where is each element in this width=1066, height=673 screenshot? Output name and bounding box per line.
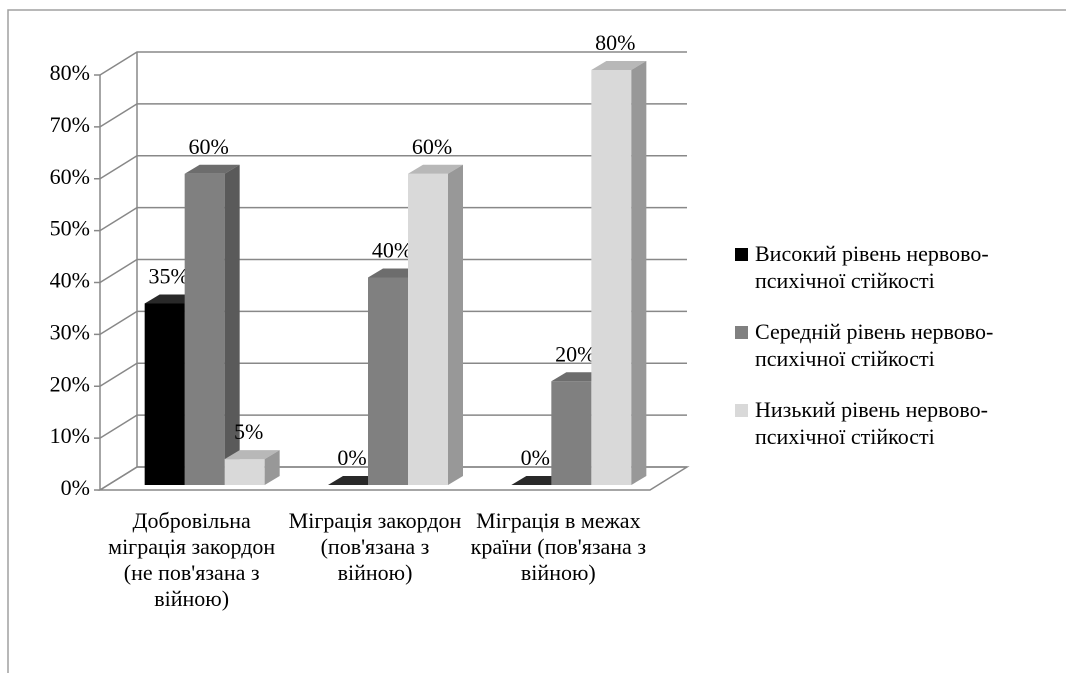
grid-line bbox=[99, 103, 687, 128]
y-tick-label: 80% bbox=[50, 60, 90, 85]
bar-side bbox=[264, 450, 280, 485]
y-tick-label: 60% bbox=[50, 164, 90, 189]
bar bbox=[591, 61, 647, 485]
data-label: 0% bbox=[337, 445, 366, 470]
bar-front bbox=[591, 70, 632, 485]
bar-top bbox=[184, 164, 240, 174]
bar-side bbox=[224, 164, 240, 485]
data-label: 80% bbox=[595, 30, 635, 55]
legend-swatch bbox=[735, 404, 748, 417]
data-label: 5% bbox=[234, 419, 263, 444]
bar-side bbox=[631, 61, 647, 485]
x-tick-label: Добровільна міграція закордон (не пов'яз… bbox=[108, 508, 276, 611]
legend-swatch bbox=[735, 248, 748, 261]
data-label: 0% bbox=[521, 445, 550, 470]
data-label: 60% bbox=[189, 134, 229, 159]
y-tick-label: 70% bbox=[50, 112, 90, 137]
bar bbox=[184, 164, 240, 485]
bar-front bbox=[408, 173, 448, 485]
grid-line bbox=[99, 414, 687, 439]
bar-front bbox=[184, 173, 225, 485]
y-tick-label: 40% bbox=[50, 268, 90, 293]
bar-top bbox=[224, 450, 280, 460]
frame bbox=[7, 9, 1066, 673]
legend-item: Низький рівень нервово-психічної стійкос… bbox=[735, 396, 1045, 450]
data-label: 60% bbox=[412, 134, 452, 159]
x-tick-label: Міграція закордон (пов'язана з війною) bbox=[288, 508, 462, 585]
x-tick-label: Міграція в межах країни (пов'язана з вій… bbox=[470, 508, 647, 585]
grid-line bbox=[99, 258, 687, 284]
bar-top bbox=[408, 164, 463, 174]
bar-top bbox=[591, 61, 647, 70]
legend-item: Середній рівень нервово-психічної стійко… bbox=[735, 318, 1045, 372]
legend-item: Високий рівень нервово-психічної стійкос… bbox=[735, 240, 1045, 294]
grid-line bbox=[99, 362, 687, 387]
y-tick-label: 50% bbox=[50, 216, 90, 241]
bar bbox=[408, 164, 463, 485]
grid-line bbox=[99, 51, 687, 76]
y-tick-label: 20% bbox=[50, 371, 90, 396]
bar-front bbox=[368, 277, 408, 485]
y-tick-label: 0% bbox=[61, 475, 90, 500]
legend-swatch bbox=[735, 326, 748, 339]
grid-line bbox=[99, 310, 687, 336]
grid-line bbox=[99, 466, 687, 491]
grid-line bbox=[99, 206, 687, 232]
bar bbox=[224, 450, 280, 485]
legend-label: Високий рівень нервово-психічної стійкос… bbox=[755, 241, 989, 293]
bar-front bbox=[551, 381, 592, 485]
bar-front bbox=[224, 459, 265, 485]
data-label: 20% bbox=[555, 341, 595, 366]
legend-label: Низький рівень нервово-психічної стійкос… bbox=[755, 397, 988, 449]
y-tick-label: 30% bbox=[50, 319, 90, 344]
data-label: 35% bbox=[149, 263, 189, 288]
bar-front bbox=[144, 303, 185, 485]
grid-line bbox=[99, 155, 687, 180]
data-label: 40% bbox=[372, 238, 412, 263]
y-tick-label: 10% bbox=[50, 423, 90, 448]
legend-label: Середній рівень нервово-психічної стійко… bbox=[755, 319, 994, 371]
bar-side bbox=[448, 164, 463, 485]
